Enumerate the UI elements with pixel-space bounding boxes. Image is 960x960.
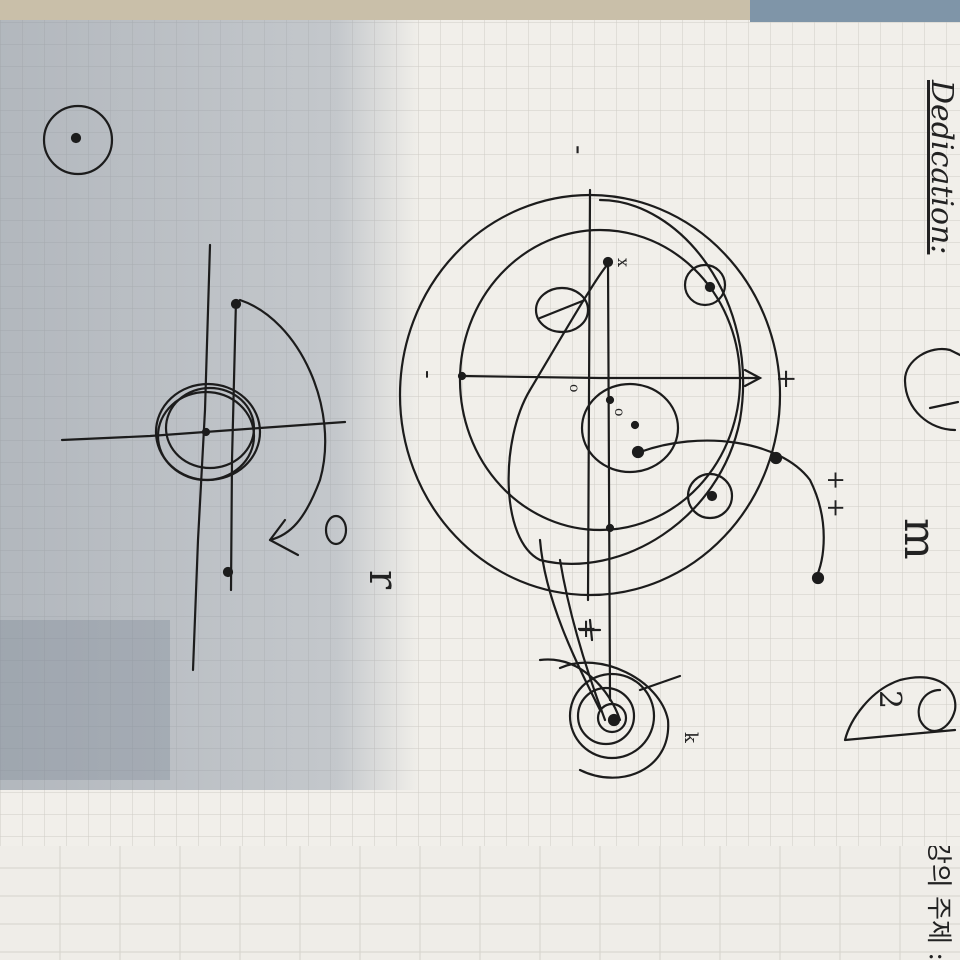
top-strip [0,0,960,20]
plus-pair-label: + + [822,470,850,518]
minus-top-label: - [563,145,596,154]
hand-shadow [0,20,420,790]
zero-b-label: o [611,408,627,416]
letter-f-label: r [360,570,406,590]
lower-page-lines [0,840,960,960]
ink-drawing [42,104,960,779]
spiral-mark-right [843,676,957,742]
letter-k-label: k [680,732,701,744]
sketch-labels: + + - - + + o o x m 2 r k Dedication: [360,79,959,744]
letter-m-label: m [894,518,945,560]
letter-r-label: 2 [872,690,907,709]
pen-edge [750,0,960,22]
minus-left-label: - [413,370,443,379]
loop-mark-right [903,347,960,432]
left-diagram [60,243,348,672]
plus-right-label: + [771,368,801,390]
letter-x-label: x [614,258,633,267]
zero-a-label: o [566,384,582,392]
plus-bottom-label: + [571,618,601,640]
margin-header-text: Dedication: [924,79,959,254]
central-diagram [398,188,825,779]
shadow-corner [0,620,170,780]
small-circle-top-left [42,104,114,176]
bottom-page-text: 강의 주제 : [923,840,953,960]
